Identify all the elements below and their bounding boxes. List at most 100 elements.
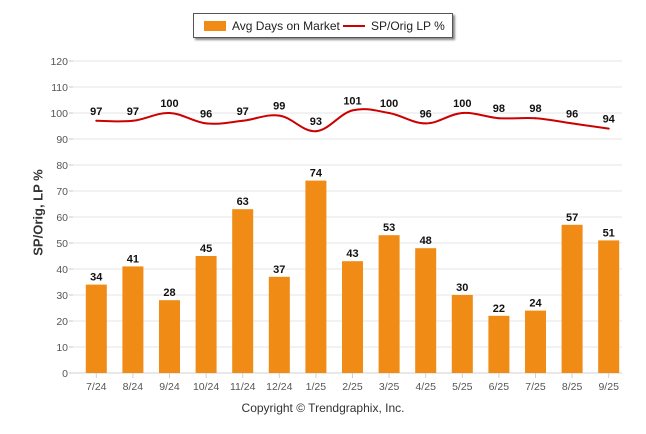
x-tick-label: 11/24	[230, 381, 256, 393]
line-data-label: 94	[603, 114, 616, 126]
bar-data-label: 45	[200, 243, 212, 255]
line-point	[534, 117, 537, 120]
bar-data-label: 57	[566, 212, 578, 224]
bar-data-label: 22	[493, 303, 505, 315]
bar-data-label: 63	[237, 196, 249, 208]
x-tick-label: 8/24	[123, 381, 144, 393]
legend: Avg Days on Market SP/Orig LP %	[193, 13, 453, 38]
x-tick-label: 7/25	[525, 381, 546, 393]
line-data-label: 93	[310, 116, 322, 128]
x-tick-label: 9/24	[159, 381, 180, 393]
line-point	[314, 130, 317, 133]
line-point	[205, 122, 208, 125]
bar	[451, 295, 473, 373]
line-point	[497, 117, 500, 120]
x-tick-label: 3/25	[379, 381, 400, 393]
x-tick-label: 7/24	[86, 381, 107, 393]
bar	[195, 256, 217, 373]
bar	[268, 276, 290, 373]
line-data-label: 101	[343, 95, 361, 107]
line-data-label: 96	[566, 108, 578, 120]
y-tick-label: 90	[56, 134, 68, 146]
bar	[342, 261, 363, 373]
y-tick-label: 70	[56, 186, 68, 198]
y-tick-label: 10	[56, 342, 68, 354]
line-data-label: 97	[90, 106, 102, 118]
x-tick-label: 1/25	[306, 381, 327, 393]
bar-data-label: 37	[273, 264, 285, 276]
bar-data-label: 28	[163, 287, 175, 299]
legend-bar-label[interactable]: Avg Days on Market	[232, 19, 340, 33]
line-point	[278, 114, 281, 117]
y-tick-label: 30	[56, 290, 68, 302]
copyright: Copyright © Trendgraphix, Inc.	[241, 401, 405, 415]
x-tick-label: 6/25	[489, 381, 510, 393]
line-data-label: 96	[420, 108, 432, 120]
y-axis-ticks: 0 10 20 30 40 50 60 70 80 90 100 110 120	[50, 56, 73, 380]
bar	[159, 300, 180, 373]
x-tick-label: 10/24	[193, 381, 219, 393]
line-point	[95, 119, 98, 122]
line-point	[424, 122, 427, 125]
line-point	[388, 112, 391, 114]
bar	[85, 284, 107, 373]
x-tick-label: 12/24	[266, 381, 292, 393]
line-data-label: 100	[380, 98, 398, 110]
line-point	[241, 119, 244, 122]
bar-data-label: 24	[529, 298, 542, 310]
y-tick-label: 50	[56, 238, 68, 250]
x-tick-label: 4/25	[415, 381, 436, 393]
x-tick-label: 5/25	[452, 381, 473, 393]
bar-data-label: 41	[127, 253, 139, 265]
line-data-label: 99	[273, 101, 285, 113]
bar	[525, 310, 546, 373]
y-tick-label: 110	[51, 82, 68, 94]
y-tick-label: 80	[56, 160, 68, 172]
bar-data-label: 53	[383, 222, 395, 234]
x-tick-label: 2/25	[342, 381, 363, 393]
bar	[415, 248, 437, 373]
line-data-labels: 97 97 100 96 97 99 93 101 100 96 100 98 98 96 94	[90, 95, 616, 128]
y-tick-label: 60	[56, 212, 68, 224]
y-tick-label: 40	[56, 264, 68, 276]
y-tick-label: 100	[50, 108, 68, 120]
y-axis-label: SP/Orig, LP %	[30, 169, 46, 256]
bar	[488, 315, 510, 373]
bar	[232, 209, 254, 373]
line-point	[131, 119, 134, 122]
x-tick-label: 8/25	[562, 381, 583, 393]
bar	[598, 240, 620, 373]
y-tick-label: 20	[56, 316, 68, 328]
line-point	[168, 112, 171, 114]
bar-data-label: 30	[456, 282, 468, 294]
bar-data-label: 43	[346, 248, 358, 260]
line-data-label: 96	[200, 108, 212, 120]
x-axis: 7/24 8/24 9/24 10/24 11/24 12/24 1/25 2/25 3/25 4…	[73, 372, 622, 393]
legend-bar-swatch	[204, 21, 226, 31]
line-data-label: 97	[127, 106, 139, 118]
bar-series	[85, 180, 620, 373]
bar-data-label: 51	[603, 227, 615, 239]
bar-data-label: 48	[420, 235, 432, 247]
y-tick-label: 120	[50, 56, 68, 68]
line-data-label: 100	[160, 98, 178, 110]
line-data-label: 97	[237, 106, 249, 118]
line-point	[461, 112, 464, 114]
bar	[378, 235, 400, 373]
bar	[305, 180, 327, 373]
line-data-label: 100	[453, 98, 471, 110]
line-data-label: 98	[529, 103, 541, 115]
bar-data-label: 34	[90, 272, 103, 284]
line-point	[571, 122, 574, 125]
bar	[561, 224, 583, 373]
x-tick-label: 9/25	[598, 381, 619, 393]
line-point	[351, 109, 354, 112]
line-data-label: 98	[493, 103, 505, 115]
bar-data-labels: 34 41 28 45 63 37 74 43 53 48 30 22 24 57 51	[90, 168, 615, 315]
bar	[122, 266, 144, 373]
y-tick-label: 0	[62, 368, 68, 380]
legend-line-label[interactable]: SP/Orig LP %	[371, 19, 445, 33]
bar-data-label: 74	[310, 168, 323, 180]
legend-line-swatch	[343, 25, 365, 27]
